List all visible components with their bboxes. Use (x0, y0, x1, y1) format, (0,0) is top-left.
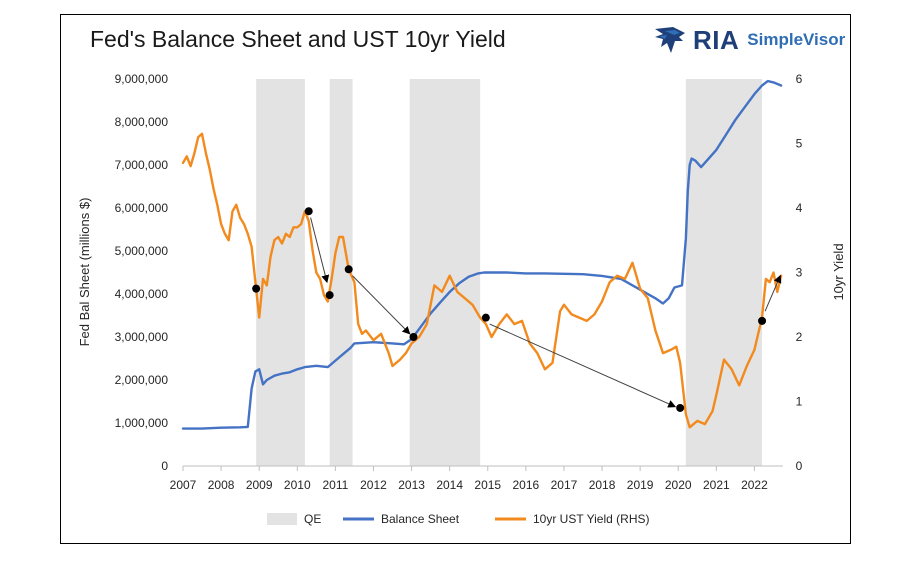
x-tick-label: 2010 (284, 478, 311, 492)
x-tick-label: 2022 (741, 478, 768, 492)
x-tick-label: 2013 (398, 478, 425, 492)
y2-tick-label: 3 (796, 266, 803, 280)
annotation-marker-dot (481, 313, 490, 322)
x-tick-label: 2009 (246, 478, 273, 492)
logo-product: SimpleVisor (747, 30, 846, 49)
annotation-marker-dot (344, 265, 353, 274)
y2-tick-label: 6 (796, 72, 803, 86)
legend-label-yield: 10yr UST Yield (RHS) (533, 512, 649, 526)
x-tick-label: 2020 (665, 478, 692, 492)
x-tick-label: 2007 (170, 478, 197, 492)
x-tick-label: 2008 (208, 478, 235, 492)
annotation-marker-dot (409, 333, 418, 341)
x-tick-label: 2018 (589, 478, 616, 492)
y-axis-title: Fed Bal Sheet (millions $) (77, 198, 92, 347)
qe-period-band (329, 79, 353, 466)
annotation-layer (252, 207, 782, 412)
y-tick-label: 0 (161, 459, 168, 473)
y-tick-label: 5,000,000 (115, 244, 169, 258)
y-tick-label: 1,000,000 (115, 416, 169, 430)
x-tick-label: 2017 (551, 478, 578, 492)
y-tick-label: 4,000,000 (115, 287, 169, 301)
y-tick-label: 2,000,000 (115, 373, 169, 387)
x-tick-label: 2021 (703, 478, 730, 492)
y-tick-label: 8,000,000 (115, 115, 169, 129)
y-tick-label: 9,000,000 (115, 72, 169, 86)
y2-tick-label: 0 (796, 459, 803, 473)
axis-layer: 2007 2008 2009 2010 2011 2012 2013 2014 2015 2016… (115, 72, 803, 492)
legend-label-qe: QE (304, 512, 321, 526)
annotation-marker-dot (676, 403, 685, 412)
x-tick-label: 2019 (627, 478, 654, 492)
y2-axis-title: 10yr Yield (831, 243, 846, 300)
qe-period-band (409, 79, 481, 466)
y-tick-label: 7,000,000 (115, 158, 169, 172)
x-tick-label: 2016 (513, 478, 540, 492)
qe-period-band (685, 79, 763, 466)
annotation-marker-dot (758, 316, 767, 325)
annotation-marker-dot (325, 291, 334, 300)
x-tick-label: 2011 (322, 478, 348, 492)
y2-tick-label: 5 (796, 137, 803, 151)
legend-label-balance: Balance Sheet (381, 512, 460, 526)
annotation-arrow (764, 274, 782, 312)
annotation-arrow (489, 323, 677, 408)
legend-swatch-qe (267, 513, 297, 525)
annotation-arrow (310, 217, 330, 284)
eagle-icon (655, 27, 685, 53)
legend: QE Balance Sheet 10yr UST Yield (RHS) (267, 512, 649, 526)
y2-tick-label: 2 (796, 330, 803, 344)
balance-sheet-series-line (181, 79, 783, 430)
y-tick-label: 3,000,000 (115, 330, 169, 344)
yield-series-line (181, 132, 783, 429)
qe-shading-layer (256, 79, 763, 466)
y2-tick-label: 4 (796, 201, 803, 215)
y-tick-label: 6,000,000 (115, 201, 169, 215)
logo-brand: RIA (693, 24, 740, 55)
annotation-marker-dot (252, 284, 261, 293)
qe-period-band (256, 79, 305, 466)
series-layer (181, 79, 783, 430)
annotation-marker-dot (304, 207, 313, 216)
annotation-arrow (352, 275, 411, 335)
x-tick-label: 2015 (474, 478, 501, 492)
x-tick-label: 2012 (360, 478, 387, 492)
chart-title: Fed's Balance Sheet and UST 10yr Yield (90, 26, 506, 52)
y2-tick-label: 1 (796, 395, 803, 409)
x-tick-label: 2014 (436, 478, 463, 492)
ria-logo: RIA SimpleVisor (653, 24, 845, 56)
